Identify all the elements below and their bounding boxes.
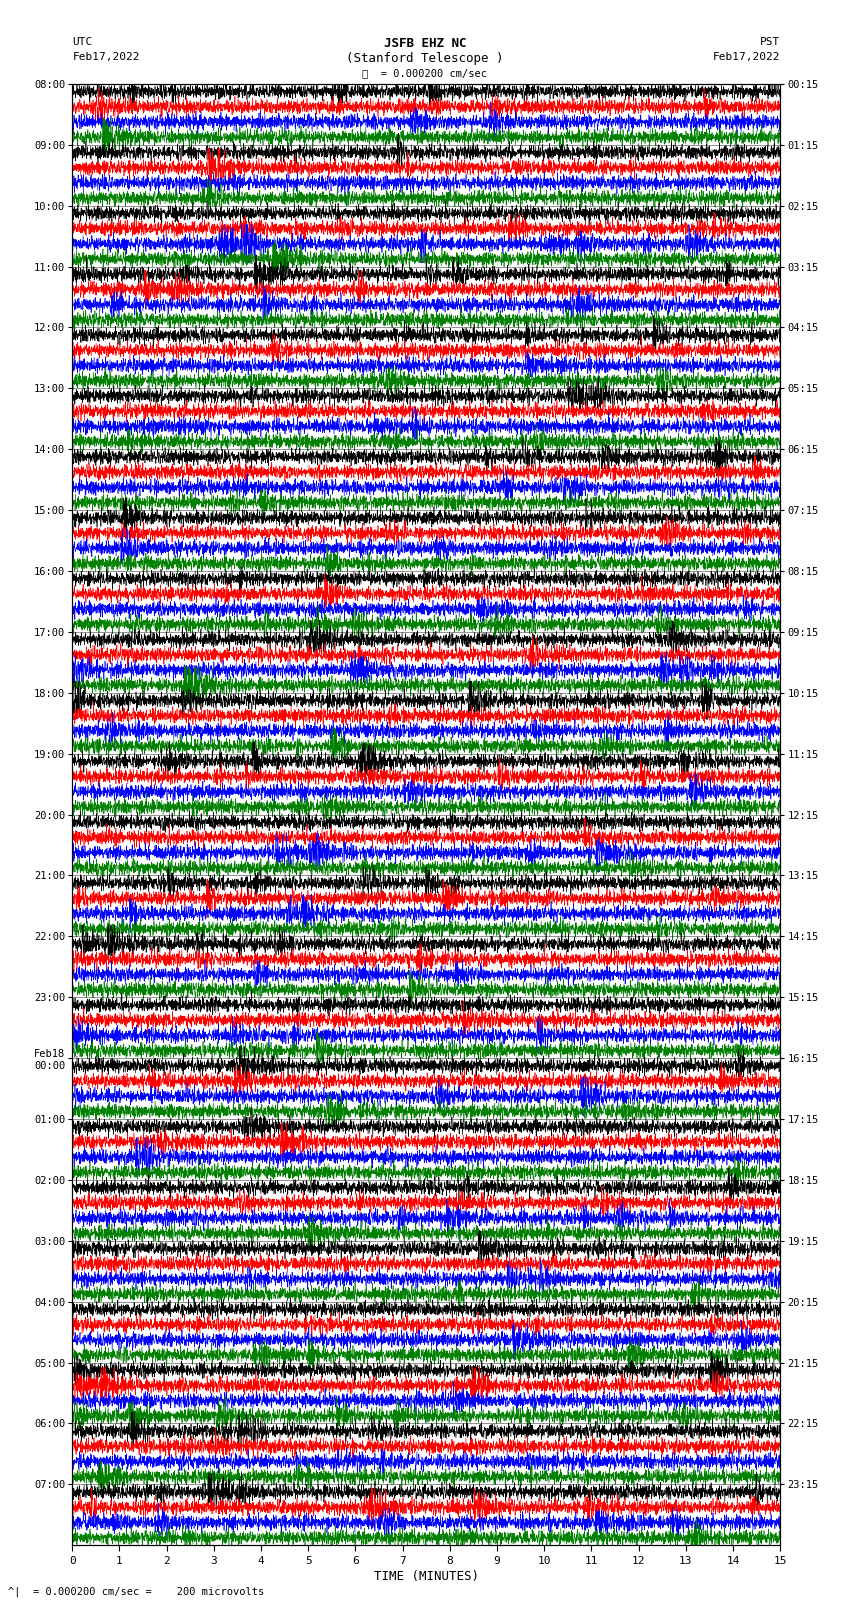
Text: ⎸  = 0.000200 cm/sec: ⎸ = 0.000200 cm/sec <box>362 68 488 77</box>
Text: JSFB EHZ NC: JSFB EHZ NC <box>383 37 467 50</box>
Text: (Stanford Telescope ): (Stanford Telescope ) <box>346 52 504 65</box>
Text: UTC: UTC <box>72 37 93 47</box>
Text: ^|  = 0.000200 cm/sec =    200 microvolts: ^| = 0.000200 cm/sec = 200 microvolts <box>8 1586 264 1597</box>
X-axis label: TIME (MINUTES): TIME (MINUTES) <box>374 1569 479 1582</box>
Text: Feb17,2022: Feb17,2022 <box>713 52 780 61</box>
Text: PST: PST <box>760 37 780 47</box>
Text: Feb17,2022: Feb17,2022 <box>72 52 139 61</box>
